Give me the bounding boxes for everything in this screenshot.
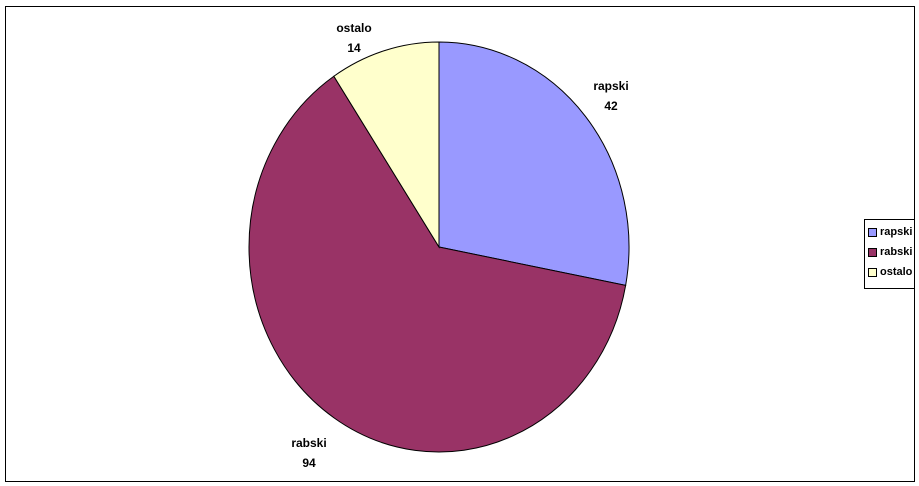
slice-label-rabski-name: rabski bbox=[291, 436, 326, 450]
legend-swatch-rabski bbox=[868, 247, 877, 257]
slice-label-rapski-name: rapski bbox=[593, 79, 628, 93]
pie-chart: rapski 42 rabski 94 ostalo 14 bbox=[248, 21, 630, 470]
legend-item-rabski: rabski bbox=[868, 243, 912, 261]
slice-label-rapski-value: 42 bbox=[604, 99, 618, 113]
slice-label-rabski-value: 94 bbox=[302, 456, 316, 470]
legend-label-rabski: rabski bbox=[880, 246, 913, 258]
chart-area: rapski 42 rabski 94 ostalo 14 rapski rab… bbox=[5, 6, 915, 482]
pie-slice-rabski bbox=[248, 75, 627, 453]
slice-labels: rapski 42 rabski 94 ostalo 14 bbox=[291, 21, 628, 470]
pie-slice-ostalo bbox=[333, 41, 440, 249]
pie-slices bbox=[248, 41, 630, 453]
legend-label-ostalo: ostalo bbox=[880, 266, 913, 278]
legend-swatch-rapski bbox=[868, 227, 877, 237]
legend-item-ostalo: ostalo bbox=[868, 263, 912, 281]
legend-swatch-ostalo bbox=[868, 267, 877, 277]
legend: rapski rabski ostalo bbox=[864, 219, 914, 289]
legend-label-rapski: rapski bbox=[880, 226, 913, 238]
slice-label-ostalo-value: 14 bbox=[347, 41, 361, 55]
legend-item-rapski: rapski bbox=[868, 223, 912, 241]
slice-label-ostalo-name: ostalo bbox=[336, 21, 371, 35]
pie-slice-rapski bbox=[438, 41, 630, 287]
